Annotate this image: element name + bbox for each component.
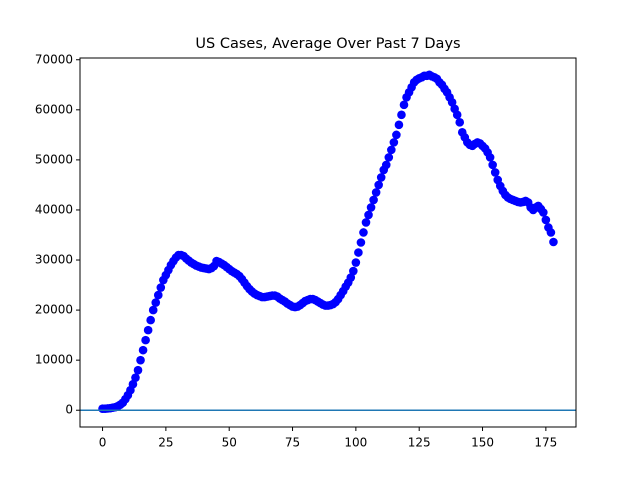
point (389, 138, 399, 147)
point (447, 98, 457, 107)
point (549, 237, 558, 247)
x-tick-label: 175 (534, 436, 557, 450)
x-tick-label: 75 (285, 436, 300, 450)
point (138, 345, 148, 355)
point (485, 153, 495, 162)
point (356, 238, 366, 247)
point (349, 266, 358, 276)
point (351, 258, 361, 267)
point (151, 298, 161, 307)
point (546, 228, 556, 237)
point (364, 210, 373, 220)
x-tick-label: 100 (344, 436, 367, 450)
y-tick-label: 0 (65, 403, 73, 417)
point (376, 173, 386, 182)
point (141, 335, 150, 345)
point (148, 305, 158, 315)
point (146, 315, 155, 325)
point (371, 188, 381, 197)
x-tick-label: 150 (471, 436, 494, 450)
point (131, 373, 140, 382)
y-tick-label: 30000 (35, 253, 73, 267)
point (381, 160, 391, 170)
point (539, 208, 548, 217)
y-tick-label: 40000 (35, 202, 73, 216)
y-tick-label: 60000 (35, 102, 73, 116)
point (366, 203, 376, 212)
chart-title: US Cases, Average Over Past 7 Days (195, 36, 460, 52)
x-tick-label: 50 (222, 436, 237, 450)
point (354, 248, 363, 257)
point (369, 195, 378, 205)
point (392, 130, 401, 140)
plot-area (80, 70, 576, 414)
point (452, 110, 462, 120)
point (143, 325, 153, 335)
y-tick-label: 70000 (35, 52, 73, 66)
point (361, 218, 371, 227)
axes-frame (79, 57, 577, 428)
point (156, 283, 166, 292)
point (488, 160, 497, 170)
point (541, 215, 551, 225)
point (153, 290, 163, 300)
y-tick-label: 10000 (35, 353, 73, 367)
x-tick-label: 25 (158, 436, 173, 450)
point (394, 120, 404, 130)
y-tick-label: 50000 (35, 152, 73, 166)
point (455, 118, 465, 127)
point (374, 180, 383, 190)
point (136, 355, 145, 365)
point (359, 228, 368, 237)
point (490, 168, 500, 177)
point (384, 153, 394, 162)
point (387, 145, 396, 155)
y-tick-label: 20000 (35, 303, 73, 317)
point (397, 110, 406, 120)
point (128, 379, 138, 389)
x-tick-label: 125 (408, 436, 431, 450)
point (346, 273, 356, 282)
point (133, 365, 143, 375)
point (399, 100, 409, 110)
x-tick-label: 0 (99, 436, 107, 450)
